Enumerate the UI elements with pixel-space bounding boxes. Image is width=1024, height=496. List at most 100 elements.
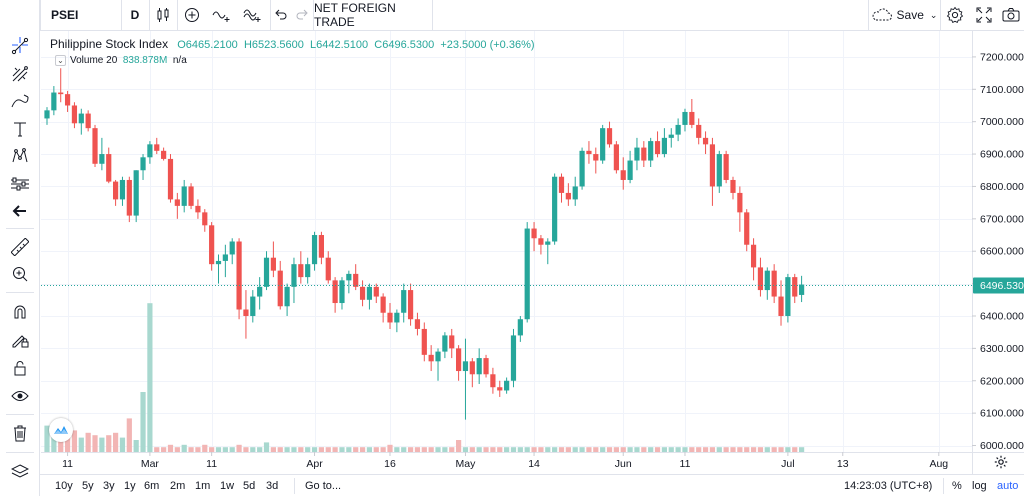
- crosshair-icon[interactable]: [0, 30, 39, 60]
- candle-body: [572, 186, 578, 200]
- magnet-icon[interactable]: [0, 297, 39, 327]
- interval-button[interactable]: D: [122, 0, 148, 30]
- candle: [58, 68, 64, 103]
- timezone-clock[interactable]: 14:23:03 (UTC+8): [844, 477, 932, 495]
- tradingview-logo-icon[interactable]: [49, 418, 73, 442]
- range-label: 5y: [82, 480, 94, 492]
- compare-add-icon[interactable]: [178, 0, 206, 30]
- text-icon[interactable]: [0, 114, 39, 144]
- candle: [332, 277, 338, 313]
- candle-body: [353, 273, 359, 287]
- prediction-icon[interactable]: [0, 169, 39, 199]
- candle-body: [620, 170, 626, 180]
- candle: [648, 137, 654, 168]
- volume-bar: [565, 447, 571, 452]
- ruler-icon[interactable]: [0, 232, 39, 262]
- candle: [119, 176, 126, 206]
- range-button-6m[interactable]: 6m: [144, 477, 159, 495]
- candle: [414, 312, 421, 336]
- candle-body: [730, 179, 736, 193]
- range-button-1m[interactable]: 1m: [195, 477, 210, 495]
- volume-bar: [428, 447, 434, 452]
- candle-body: [682, 111, 688, 125]
- candle-body: [449, 335, 455, 349]
- time-tick-label: 13: [837, 458, 849, 470]
- undo-icon[interactable]: [271, 0, 291, 30]
- candle: [689, 99, 695, 129]
- trash-icon[interactable]: [0, 418, 39, 448]
- range-button-10y[interactable]: 10y: [55, 477, 73, 495]
- financials-icon[interactable]: [238, 0, 268, 30]
- collapse-chevron-icon[interactable]: ⌄: [55, 55, 66, 66]
- volume-bar: [64, 435, 71, 452]
- save-button[interactable]: Save ⌄: [869, 0, 939, 30]
- range-button-1w[interactable]: 1w: [220, 477, 234, 495]
- candle: [627, 150, 633, 184]
- fullscreen-icon[interactable]: [970, 0, 998, 30]
- range-label: 1y: [124, 480, 136, 492]
- chart-settings-gear-icon[interactable]: [992, 453, 1010, 471]
- unlock-icon[interactable]: [0, 353, 39, 383]
- candles-style-icon[interactable]: [150, 0, 176, 30]
- candle-body: [209, 225, 215, 265]
- candle-body: [113, 181, 119, 200]
- candle-body: [648, 141, 654, 161]
- range-button-2m[interactable]: 2m: [170, 477, 185, 495]
- brush-icon[interactable]: [0, 87, 39, 117]
- candle-body: [305, 264, 311, 278]
- candle-body: [325, 257, 331, 281]
- range-button-3d[interactable]: 3d: [266, 477, 278, 495]
- lock-drawing-icon[interactable]: [0, 325, 39, 355]
- symbol-search[interactable]: PSEI: [41, 0, 121, 30]
- candle-body: [483, 358, 489, 375]
- price-tick-label: 7000.0000: [980, 116, 1024, 128]
- last-price-tag: 6496.5300: [973, 277, 1024, 294]
- net-foreign-trade-button[interactable]: NET FOREIGN TRADE: [314, 0, 432, 30]
- camera-icon[interactable]: [998, 0, 1024, 30]
- eye-icon[interactable]: [0, 381, 39, 411]
- candle-body: [215, 260, 222, 265]
- candle-body: [709, 144, 716, 187]
- candle-body: [750, 244, 757, 268]
- candle-body: [442, 335, 448, 352]
- volume-bar: [380, 447, 386, 452]
- save-label: Save: [896, 8, 924, 22]
- zoom-in-icon[interactable]: [0, 259, 39, 289]
- candle: [407, 283, 414, 326]
- goto-button[interactable]: Go to...: [305, 477, 341, 495]
- candle-body: [161, 150, 167, 159]
- time-axis[interactable]: 11 Mar 11 Apr 16 May 14 Jun 11 Jul 13 Aug: [41, 452, 1024, 470]
- candle-body: [298, 264, 304, 278]
- volume-bar: [757, 447, 764, 452]
- range-button-5y[interactable]: 5y: [82, 477, 94, 495]
- chart-settings-icon[interactable]: [941, 0, 969, 30]
- candle: [421, 322, 427, 362]
- range-button-5d[interactable]: 5d: [243, 477, 255, 495]
- candle-body: [188, 186, 194, 206]
- range-button-3y[interactable]: 3y: [103, 477, 115, 495]
- redo-icon[interactable]: [292, 0, 312, 30]
- indicators-icon[interactable]: [208, 0, 236, 30]
- auto-toggle[interactable]: auto: [997, 477, 1018, 495]
- volume-bar: [353, 447, 359, 452]
- candle: [181, 179, 187, 213]
- percent-toggle[interactable]: %: [952, 477, 962, 495]
- time-tick-label: Jul: [781, 458, 794, 470]
- candle: [359, 280, 366, 307]
- candle: [270, 241, 276, 278]
- back-arrow-icon[interactable]: [0, 196, 39, 226]
- candle: [682, 108, 688, 132]
- fib-icon[interactable]: [0, 59, 39, 89]
- trend-line-icon[interactable]: [0, 31, 39, 61]
- log-toggle[interactable]: log: [972, 477, 987, 495]
- candle: [572, 176, 578, 206]
- volume-label: Volume 20: [70, 55, 118, 66]
- price-axis[interactable]: 7200.0000 7100.0000 7000.0000 6900.0000 6800…: [972, 31, 1024, 474]
- range-button-1y[interactable]: 1y: [124, 477, 136, 495]
- symbol-title: Philippine Stock Index: [50, 37, 169, 51]
- candle: [709, 137, 716, 206]
- candle-body: [277, 270, 283, 307]
- layers-icon[interactable]: [0, 457, 39, 487]
- pattern-icon[interactable]: [0, 141, 39, 171]
